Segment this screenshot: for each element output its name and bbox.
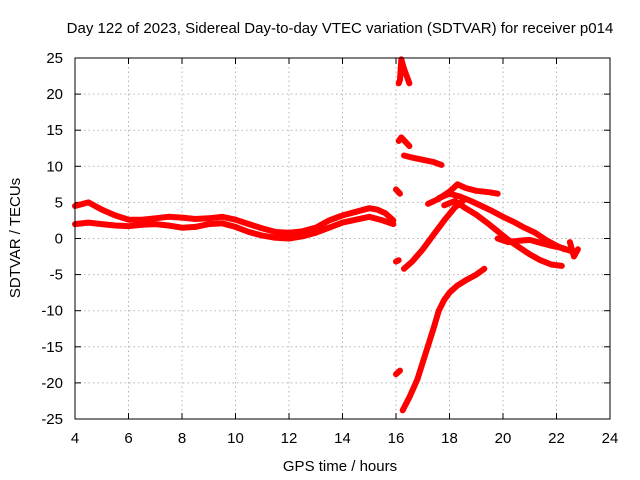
series-seg-65: [393, 186, 403, 197]
series-rising-steep: [399, 265, 488, 414]
chart-title: Day 122 of 2023, Sidereal Day-to-day VTE…: [67, 20, 614, 37]
y-tick-label: -25: [41, 411, 63, 428]
y-tick-label: -5: [50, 267, 63, 284]
series-seg-neg3: [393, 257, 402, 265]
y-tick-label: 10: [46, 158, 63, 175]
series-peak-main: [435, 190, 568, 253]
series-tail-end: [566, 239, 581, 260]
y-tick-label: 20: [46, 86, 63, 103]
x-tick-label: 14: [334, 430, 351, 447]
y-tick-label: -20: [41, 375, 63, 392]
x-tick-label: 8: [178, 430, 186, 447]
x-tick-label: 18: [441, 430, 458, 447]
y-tick-label: 25: [46, 50, 63, 67]
y-tick-label: 5: [55, 194, 63, 211]
series-descent-lower: [441, 198, 565, 269]
x-tick-label: 20: [495, 430, 512, 447]
y-tick-label: 0: [55, 231, 63, 248]
series-seg-neg19: [393, 367, 403, 378]
y-tick-labels: 25 20 15 10 5 0 -5 -10 -15 -20 -25: [41, 50, 63, 428]
x-axis-label: GPS time / hours: [283, 458, 397, 475]
x-tick-label: 22: [548, 430, 565, 447]
series-top-arc: [395, 56, 413, 87]
x-tick-label: 4: [71, 430, 79, 447]
data-series: [72, 56, 581, 414]
x-tick-label: 16: [388, 430, 405, 447]
x-tick-label: 12: [281, 430, 298, 447]
axis-ticks: [74, 57, 611, 420]
series-tail-flat: [494, 235, 576, 255]
x-tick-labels: 4 6 8 10 12 14 16 18 20 22 24: [71, 430, 619, 447]
x-tick-label: 24: [602, 430, 619, 447]
y-tick-label: 15: [46, 122, 63, 139]
y-axis-label: SDTVAR / TECUs: [7, 178, 24, 298]
y-tick-label: -15: [41, 339, 63, 356]
x-tick-label: 10: [227, 430, 244, 447]
series-band-lower: [72, 213, 397, 242]
plot-frame: [74, 57, 611, 420]
series-arc-11: [401, 152, 445, 168]
series-rising-mid: [401, 198, 466, 272]
y-tick-label: -10: [41, 303, 63, 320]
series-arc-14: [395, 134, 413, 150]
series-band-upper: [72, 199, 397, 236]
x-tick-label: 6: [124, 430, 132, 447]
